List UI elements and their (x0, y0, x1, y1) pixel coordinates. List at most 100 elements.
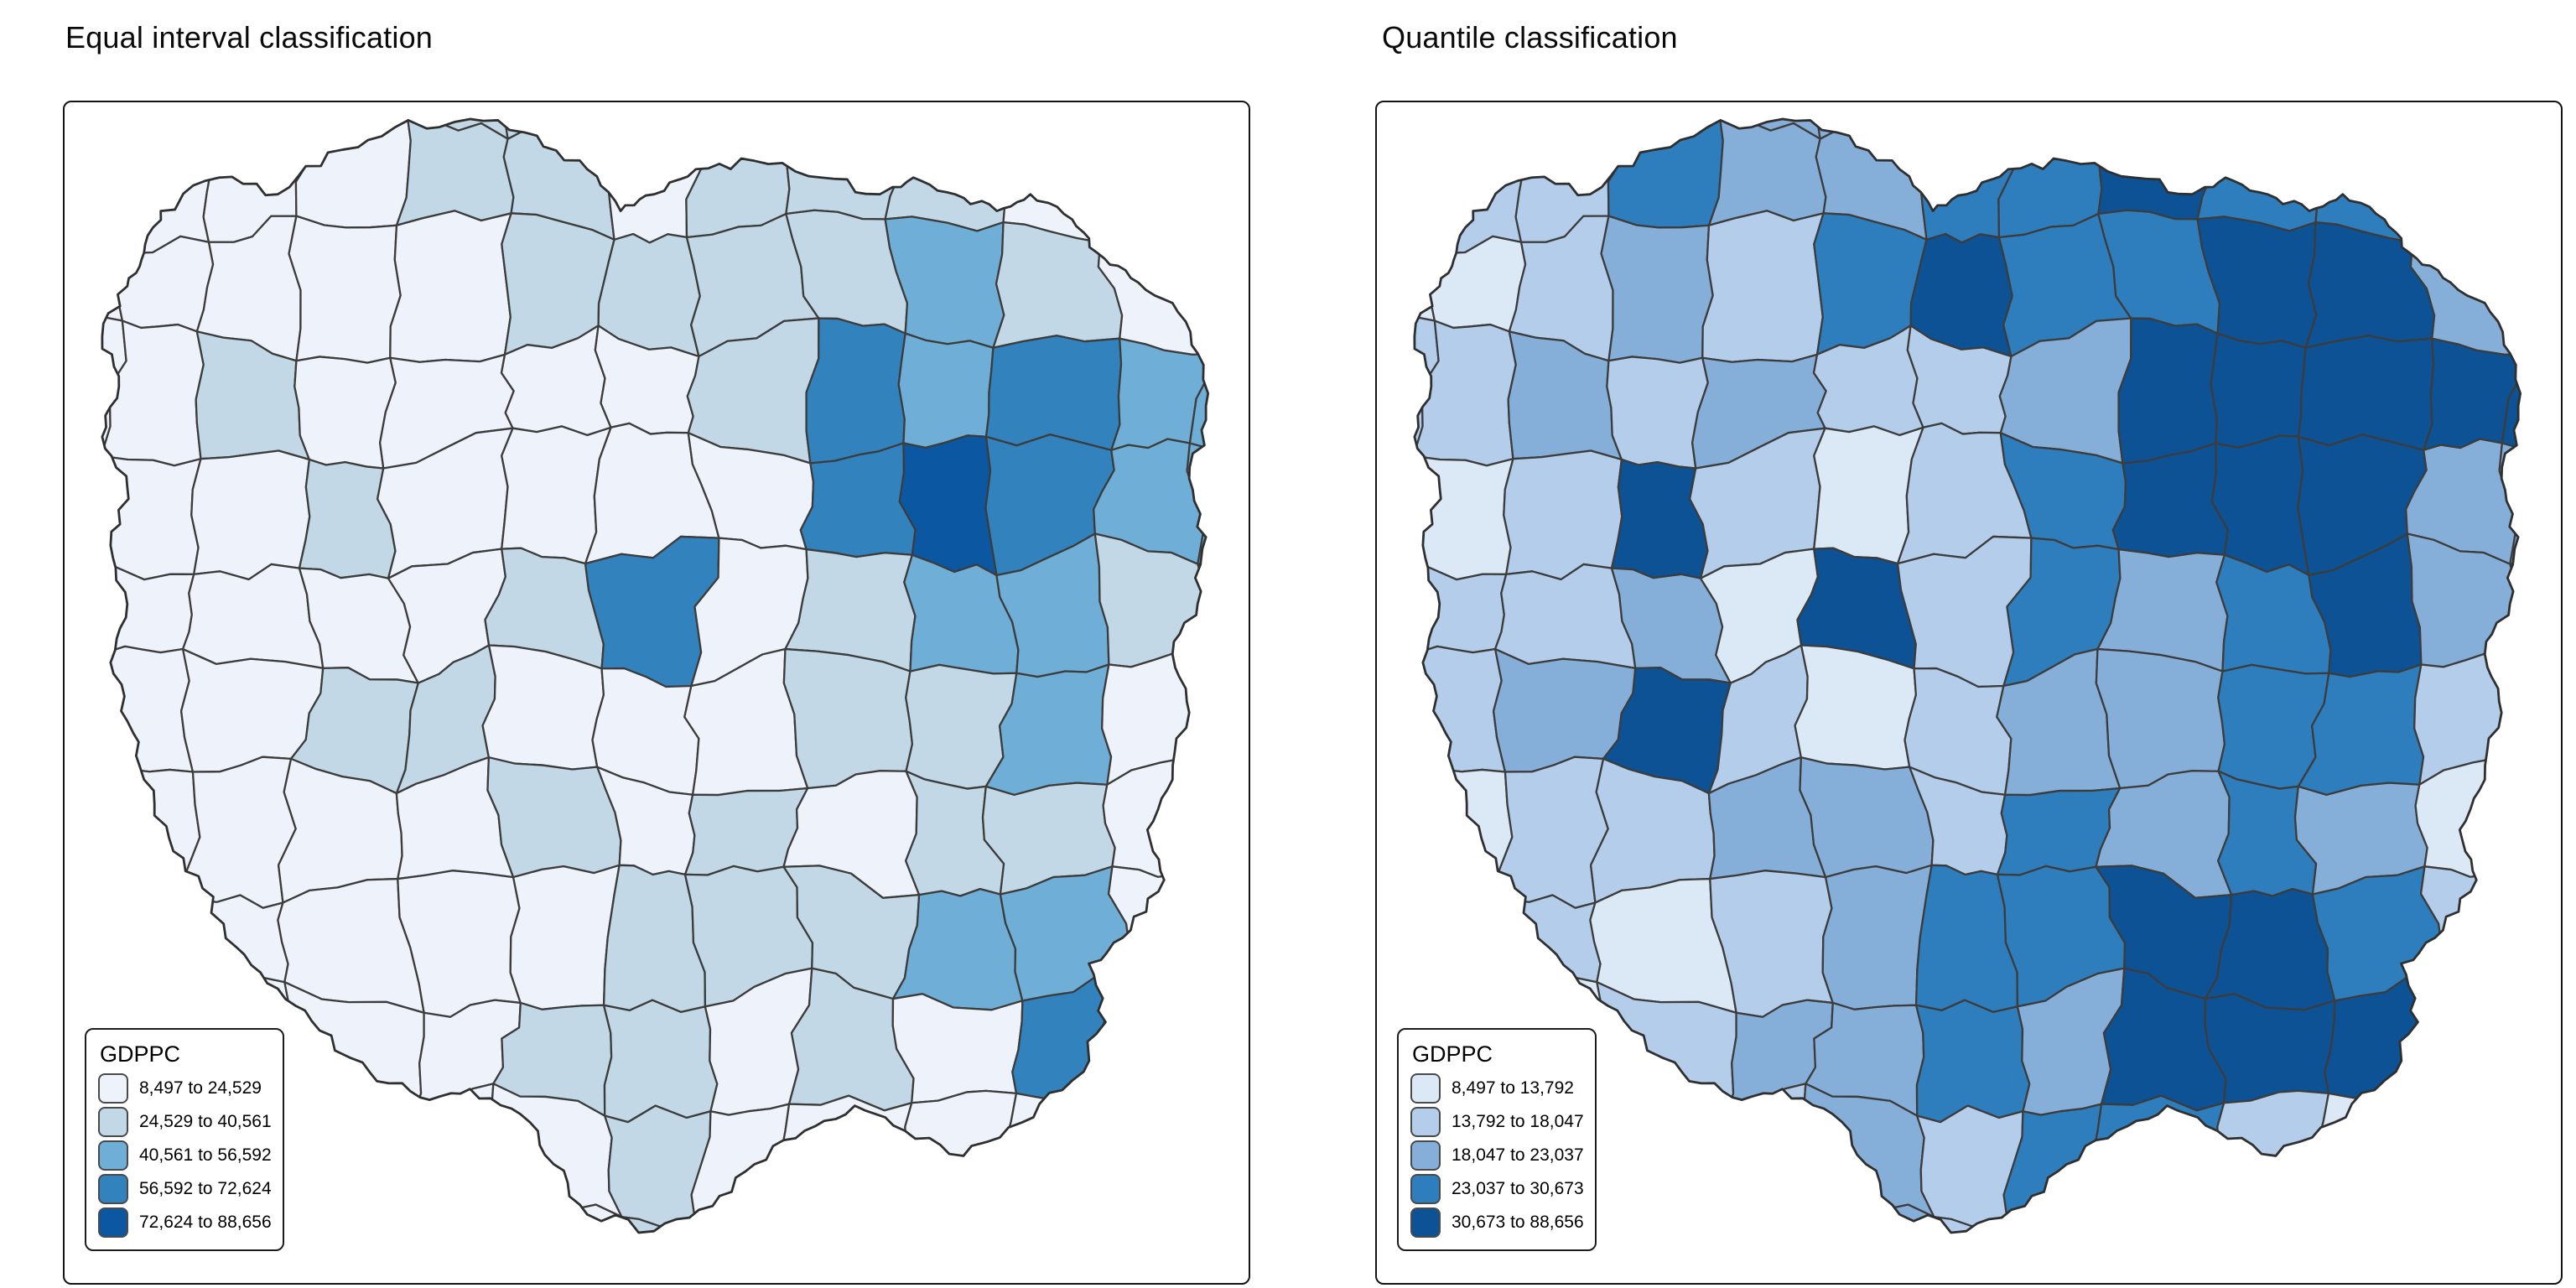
legend-item: 56,592 to 72,624 (98, 1174, 272, 1204)
legend-item-label: 13,792 to 18,047 (1452, 1112, 1584, 1131)
county-polygon (1498, 756, 1609, 909)
legend-item: 72,624 to 88,656 (98, 1208, 272, 1238)
county-polygon (2522, 865, 2561, 1012)
county-polygon (497, 1200, 623, 1233)
legend-item: 23,037 to 30,673 (1410, 1174, 1584, 1204)
legend-item-label: 8,497 to 13,792 (1452, 1078, 1574, 1098)
county-polygon (994, 1214, 1118, 1233)
county-polygon (101, 652, 110, 791)
county-polygon (2419, 865, 2521, 1011)
county-polygon (1414, 767, 1428, 891)
county-polygon (684, 102, 803, 103)
county-polygon (782, 647, 914, 790)
county-polygon (65, 102, 100, 251)
county-polygon (1414, 454, 1420, 574)
county-polygon (185, 894, 289, 984)
legend-swatch (98, 1140, 128, 1171)
county-polygon (1414, 118, 1536, 146)
county-polygon (101, 867, 123, 1000)
legend-item-label: 30,673 to 88,656 (1452, 1213, 1584, 1232)
county-polygon (2204, 993, 2336, 1104)
legend-item: 30,673 to 88,656 (1410, 1208, 1584, 1238)
county-polygon (2414, 756, 2521, 886)
county-polygon (602, 999, 719, 1124)
county-polygon (2210, 434, 2310, 577)
county-polygon (2400, 976, 2521, 1119)
county-polygon (1695, 1083, 1820, 1228)
county-polygon (2215, 118, 2334, 129)
quantile-legend: GDPPC 8,497 to 13,792 13,792 to 18,047 18,… (1397, 1028, 1597, 1251)
county-polygon (1616, 1202, 1701, 1233)
county-polygon (2401, 1108, 2517, 1223)
county-polygon (2205, 1089, 2330, 1218)
county-polygon (2406, 118, 2521, 244)
county-polygon (1794, 644, 1918, 771)
county-polygon (1503, 449, 1623, 581)
county-polygon (1621, 102, 1718, 106)
legend-swatch (98, 1174, 128, 1204)
county-polygon (897, 332, 995, 449)
county-polygon (1088, 1108, 1205, 1223)
county-polygon (2306, 1092, 2430, 1228)
legend-item-label: 8,497 to 24,529 (139, 1078, 262, 1098)
legend-item-label: 18,047 to 23,037 (1452, 1145, 1584, 1165)
county-polygon (101, 118, 103, 143)
county-polygon (481, 644, 605, 771)
legend-item: 18,047 to 23,037 (1410, 1140, 1584, 1171)
county-polygon (2496, 1111, 2521, 1218)
equal-interval-legend: GDPPC 8,497 to 24,529 24,529 to 40,561 40,… (85, 1028, 284, 1251)
county-polygon (1690, 1200, 1829, 1233)
equal-interval-choropleth-svg (65, 102, 1210, 1234)
legend-item: 24,529 to 40,561 (98, 1107, 272, 1137)
county-polygon (2512, 216, 2521, 355)
county-polygon (2096, 1192, 2212, 1233)
county-polygon (783, 1192, 900, 1233)
county-polygon (1002, 118, 1115, 244)
county-polygon (1095, 118, 1208, 144)
county-polygon (101, 454, 108, 574)
county-polygon (898, 434, 998, 577)
legend-swatch (98, 1208, 128, 1238)
county-polygon (1188, 318, 1208, 451)
county-polygon (2117, 317, 2219, 465)
county-polygon (1701, 210, 1825, 363)
legend-item-label: 72,624 to 88,656 (139, 1213, 272, 1232)
legend-rows: 8,497 to 24,529 24,529 to 40,561 40,561 to… (98, 1073, 272, 1238)
legend-item-label: 23,037 to 30,673 (1452, 1179, 1584, 1198)
county-polygon (1414, 645, 1507, 775)
county-polygon (304, 1202, 389, 1233)
county-polygon (1821, 864, 1933, 1010)
county-polygon (2210, 332, 2307, 449)
county-polygon (2095, 647, 2226, 790)
legend-swatch (1410, 1140, 1441, 1171)
equal-interval-map (65, 102, 1249, 1283)
county-polygon (884, 118, 1022, 232)
legend-swatch (1410, 1174, 1441, 1204)
county-polygon (1911, 1216, 2018, 1233)
county-polygon (1414, 652, 1422, 791)
county-polygon (1517, 118, 1633, 142)
county-polygon (1600, 215, 1714, 364)
county-polygon (881, 1204, 1010, 1233)
county-polygon (1997, 102, 2116, 103)
county-polygon (101, 645, 195, 775)
county-polygon (2314, 102, 2422, 113)
legend-swatch (98, 1107, 128, 1137)
county-polygon (1414, 564, 1508, 655)
county-polygon (2407, 118, 2521, 144)
county-polygon (2406, 1204, 2520, 1233)
quantile-title: Quantile classification (1382, 20, 1678, 55)
county-polygon (891, 993, 1024, 1104)
county-polygon (101, 564, 195, 655)
legend-rows: 8,497 to 13,792 13,792 to 18,047 18,047 to… (1410, 1073, 1584, 1238)
county-polygon (1184, 1204, 1208, 1233)
county-polygon (106, 867, 199, 1000)
county-polygon (1184, 1111, 1208, 1218)
county-polygon (1414, 118, 1415, 143)
county-polygon (190, 449, 311, 581)
county-polygon (2306, 1214, 2430, 1233)
county-polygon (2513, 118, 2521, 225)
county-polygon (1201, 118, 1208, 225)
county-polygon (2304, 221, 2436, 349)
county-polygon (2102, 118, 2226, 127)
